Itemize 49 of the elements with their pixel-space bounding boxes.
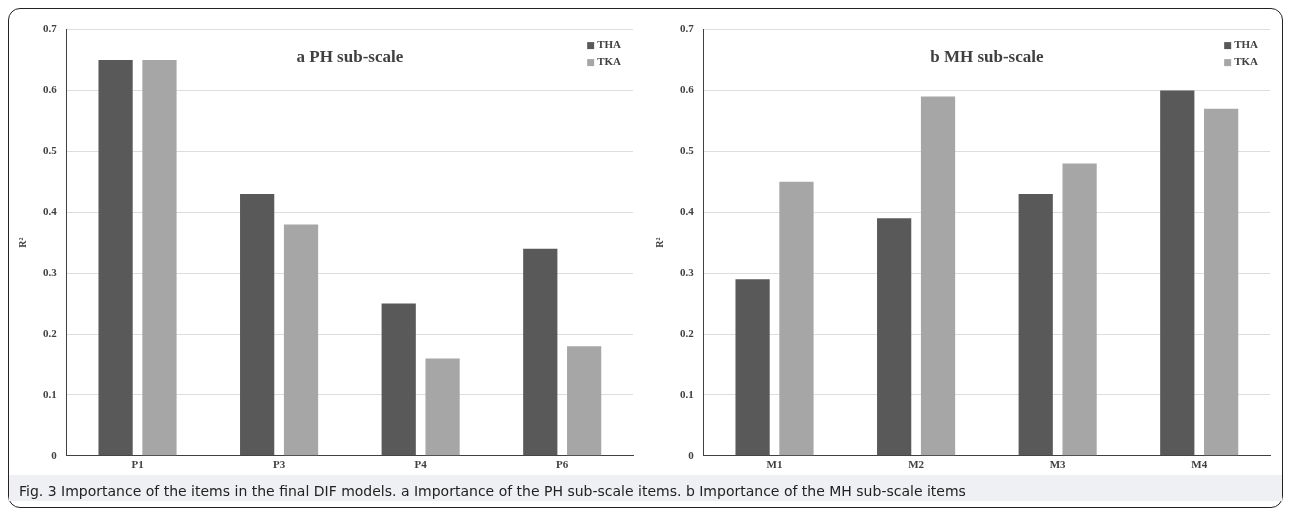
caption: Fig. 3 Importance of the items in the final DIF models. a Importance of the PH sub-scale items. b Importance of the MH sub-scale items	[9, 475, 1282, 501]
legend-label: THA	[597, 38, 622, 51]
x-tick-label: P4	[414, 458, 428, 471]
bar	[920, 96, 955, 456]
x-tick-label: M2	[907, 458, 925, 471]
bar	[567, 346, 602, 456]
bar	[284, 224, 319, 456]
y-axis-title: R²	[16, 237, 28, 248]
y-tick-label: 0.5	[43, 144, 58, 157]
x-tick-label: M4	[1191, 458, 1208, 471]
bar	[779, 181, 814, 456]
bar	[523, 248, 558, 456]
bar	[98, 60, 133, 456]
text: b MH sub-scale	[929, 46, 1044, 66]
x-tick-label: M1	[766, 458, 783, 471]
y-tick-label: 0.5	[679, 144, 694, 157]
legend-label: TKA	[1233, 55, 1258, 68]
x-tick-label: P1	[131, 458, 144, 471]
y-tick-label: 0.3	[679, 265, 694, 278]
x-tick-label: M3	[1049, 458, 1066, 471]
y-tick-label: 0	[688, 448, 694, 461]
bar	[876, 218, 912, 456]
x-tick-label: P6	[556, 458, 570, 471]
y-tick-label: 0.3	[43, 265, 58, 278]
y-tick-label: 0.2	[43, 326, 58, 339]
y-tick-label: 0.6	[679, 83, 694, 96]
bar	[1159, 90, 1195, 456]
y-tick-label: 0.4	[679, 205, 694, 218]
bar	[1203, 108, 1239, 456]
y-tick-label: 0.7	[679, 22, 694, 35]
bar	[425, 358, 460, 456]
bar	[381, 303, 417, 456]
bar	[1018, 193, 1053, 456]
bar	[240, 193, 275, 456]
bar	[142, 60, 177, 456]
legend-label: TKA	[597, 55, 622, 68]
y-tick-label: 0	[51, 448, 58, 461]
y-axis-title: R²	[653, 237, 665, 248]
y-tick-label: 0.4	[43, 205, 58, 218]
text: a PH sub-scale	[296, 46, 404, 66]
y-tick-label: 0.6	[43, 83, 58, 96]
legend-label: THA	[1233, 38, 1258, 51]
bar	[1062, 163, 1097, 456]
y-tick-label: 0.2	[679, 326, 694, 339]
y-tick-label: 0.1	[43, 387, 57, 400]
x-tick-label: P3	[273, 458, 286, 471]
y-tick-label: 0.1	[679, 387, 694, 400]
y-tick-label: 0.7	[43, 22, 58, 35]
bar	[735, 279, 770, 456]
